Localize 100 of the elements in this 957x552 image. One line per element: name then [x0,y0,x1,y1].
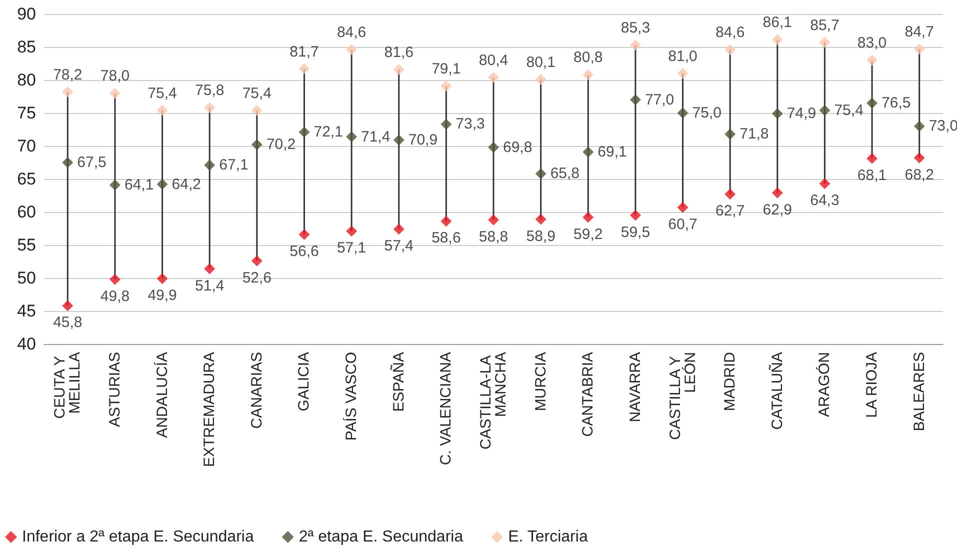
data-label: 62,7 [715,202,745,220]
point [488,214,499,226]
y-tick-label: 80 [17,70,36,90]
point [298,63,310,74]
data-label: 45,8 [53,314,82,332]
data-label: 75,4 [242,84,272,102]
legend-label: 2ª etapa E. Secundaria [298,528,464,546]
point [630,210,641,221]
legend-label: E. Terciaria [508,528,588,546]
x-tick-label: GALICIA [296,352,313,412]
point [156,273,168,284]
point [440,118,452,130]
point [677,202,688,213]
data-label: 80,4 [478,52,508,69]
point [772,187,783,198]
x-tick-label: CANARIAS [248,352,266,429]
point [772,108,783,120]
x-tick-label: CASTILLA-LA MANCHA [478,352,510,450]
data-label: 78,2 [53,66,82,84]
data-label: 80,1 [526,54,556,71]
data-label: 75,4 [834,102,864,119]
data-label: 52,6 [242,269,272,286]
data-label: 58,9 [526,228,556,245]
point [298,228,310,240]
point [393,134,404,146]
data-label: 67,1 [219,156,248,174]
data-label: 75,4 [148,84,177,102]
x-tick-label: ARAGÓN [815,352,834,418]
x-tick-label: CASTILLA Y LEÓN [666,352,699,440]
x-tick-label: ASTURIAS [106,352,124,428]
point [866,153,878,164]
point [535,168,546,180]
x-tick-label: BALEARES [910,352,928,432]
data-label: 83,0 [857,34,887,52]
point [582,69,594,80]
point [724,188,736,200]
x-tick-label: CATALUÑA [768,352,786,430]
data-label: 57,4 [384,238,414,255]
data-label: 58,6 [432,230,461,247]
data-label: 74,9 [786,105,816,122]
data-label: 72,1 [314,124,343,141]
data-label: 79,1 [432,60,461,78]
data-label: 78,0 [100,68,130,85]
point [535,74,546,85]
data-label: 68,2 [904,166,934,184]
x-tick-label: PAÍS VASCO [342,352,360,441]
point [914,152,925,164]
point [866,54,878,66]
point [724,128,736,140]
data-label: 84,6 [715,24,745,42]
point [772,34,783,46]
y-tick-label: 65 [17,170,36,188]
point [819,104,830,116]
point [156,178,168,190]
data-label: 85,3 [620,20,650,37]
data-label: 77,0 [644,91,674,108]
data-label: 81,7 [290,43,319,60]
data-label: 64,1 [124,176,154,194]
point [819,178,830,190]
x-tick-label: ANDALUCÍA [152,352,171,438]
y-tick-label: 90 [17,4,36,24]
x-tick-label: C. VALENCIANA [438,352,455,466]
point [251,139,262,150]
data-label: 70,2 [266,136,296,154]
point [535,214,546,225]
point [866,98,878,109]
data-label: 64,2 [172,176,201,193]
data-label: 65,8 [550,165,580,182]
data-label: 51,4 [195,277,224,294]
data-label: 70,9 [408,132,438,149]
point [582,212,594,223]
data-label: 75,0 [692,104,722,122]
point [582,146,594,158]
data-label: 84,7 [904,23,934,40]
point [393,224,404,235]
point [819,36,830,48]
data-label: 69,8 [503,138,532,156]
point [62,157,74,168]
data-label: 81,0 [668,48,698,65]
y-tick-label: 75 [17,104,36,122]
point [677,68,688,79]
point [724,44,736,56]
data-label: 49,8 [100,288,130,305]
legend-label: Inferior a 2ª etapa E. Secundaria [22,528,254,546]
data-label: 69,1 [598,143,627,160]
y-tick-label: 60 [17,202,36,222]
y-tick-label: 50 [17,268,36,288]
data-label: 84,6 [336,24,366,42]
x-tick-label: LA RIOJA [864,352,881,418]
point [346,44,358,56]
point [204,263,216,274]
point [440,80,452,92]
point [488,72,499,83]
y-tick-label: 85 [17,38,36,56]
point [62,86,74,98]
y-tick-label: 55 [17,236,36,254]
point [346,131,358,142]
point [630,94,641,106]
data-label: 86,1 [762,14,792,32]
point [204,160,216,171]
